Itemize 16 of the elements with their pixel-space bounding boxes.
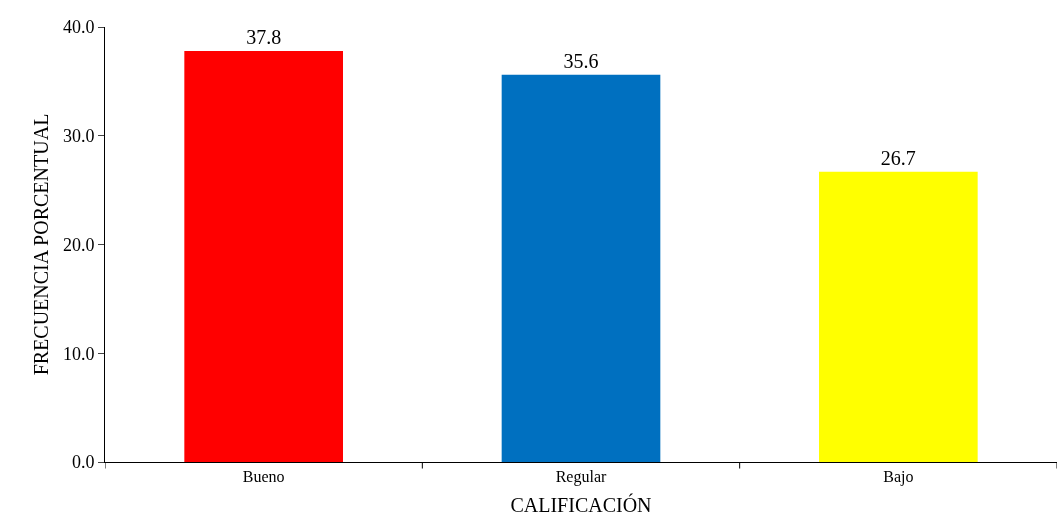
- data-label: 37.8: [246, 25, 282, 48]
- y-tick-label: 10.0: [62, 343, 95, 364]
- x-tick-label: Regular: [555, 468, 607, 487]
- x-axis-title: CALIFICACIÓN: [510, 492, 652, 516]
- bar: [819, 171, 978, 462]
- y-tick-label: 30.0: [62, 126, 95, 147]
- x-tick-label: Bajo: [883, 468, 914, 487]
- y-tick-label: 0.0: [71, 452, 95, 473]
- bar: [501, 74, 661, 462]
- y-tick-label: 20.0: [62, 234, 95, 255]
- y-tick-label: 40.0: [62, 17, 95, 38]
- y-axis-title: FRECUENCIA PORCENTUAL: [30, 113, 53, 376]
- bar: [184, 50, 343, 462]
- x-tick-label: Bueno: [242, 468, 285, 486]
- data-label: 35.6: [563, 49, 599, 72]
- data-label: 26.7: [880, 146, 916, 169]
